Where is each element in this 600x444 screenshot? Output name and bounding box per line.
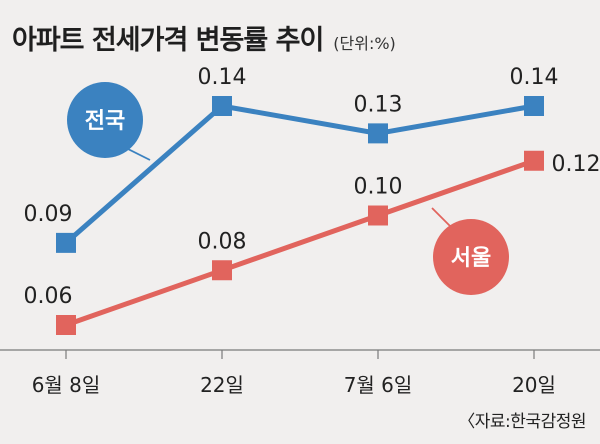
data-point-nationwide-3 — [524, 96, 544, 116]
series-name-label-nationwide: 전국 — [85, 109, 125, 134]
data-point-nationwide-0 — [56, 232, 76, 253]
data-point-seoul-0 — [56, 315, 76, 335]
data-label-nationwide-3: 0.14 — [510, 65, 559, 90]
series-line-seoul — [65, 158, 535, 328]
data-point-seoul-3 — [524, 150, 544, 171]
series-line-nationwide — [64, 103, 535, 245]
source-note: 〈자료:한국감정원 — [458, 412, 586, 432]
data-label-seoul-3: 0.12 — [552, 152, 600, 177]
series-bubble-nationwide — [67, 82, 143, 158]
series-bubble-seoul — [433, 219, 509, 295]
x-tick-label-1: 22일 — [200, 373, 244, 397]
data-label-nationwide-2: 0.13 — [354, 92, 403, 117]
data-label-seoul-2: 0.10 — [354, 175, 403, 200]
data-label-seoul-0: 0.06 — [24, 284, 73, 309]
chart-title-text: 아파트 전세가격 변동률 추이 — [12, 25, 324, 56]
x-tick-label-3: 20일 — [512, 373, 556, 397]
data-label-nationwide-0: 0.09 — [24, 202, 73, 227]
series-name-label-seoul: 서울 — [451, 246, 491, 271]
series-bubble-pointer-nationwide — [125, 147, 151, 161]
x-tick-label-2: 7월 6일 — [344, 373, 413, 397]
series-bubble-pointer-seoul — [431, 207, 453, 229]
data-point-nationwide-2 — [368, 123, 388, 144]
data-point-seoul-2 — [368, 205, 388, 226]
data-point-nationwide-1 — [212, 96, 232, 116]
unit-label: (단위:%) — [333, 34, 396, 53]
data-point-seoul-1 — [212, 260, 232, 281]
data-label-nationwide-1: 0.14 — [198, 65, 247, 90]
data-label-seoul-1: 0.08 — [198, 229, 247, 254]
x-tick-label-0: 6월 8일 — [32, 373, 101, 397]
chart-title: 아파트 전세가격 변동률 추이 (단위:%) — [12, 18, 396, 57]
